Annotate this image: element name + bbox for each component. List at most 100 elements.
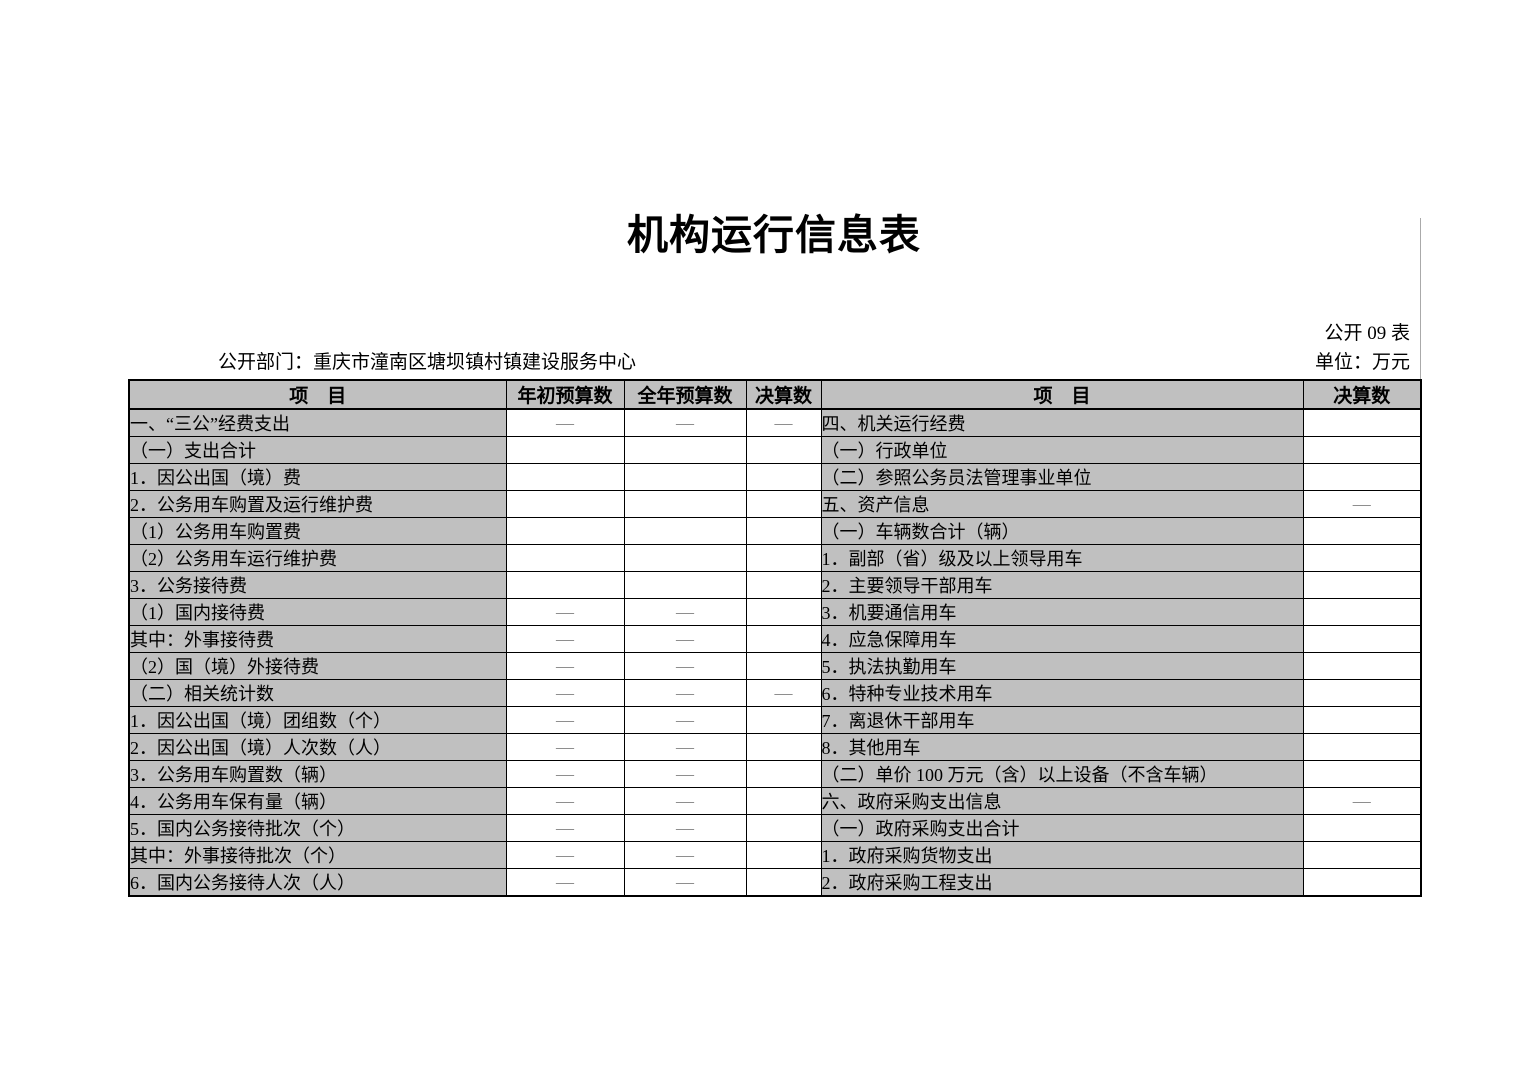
item-label-left: 其中：外事接待费 <box>128 625 507 653</box>
annual-budget-value: — <box>623 868 747 897</box>
initial-budget-value: — <box>505 787 625 815</box>
table-row: 1．因公出国（境）费 （二）参照公务员法管理事业单位 <box>128 463 1422 491</box>
final-accounts-value-right <box>1302 625 1422 653</box>
item-label-left: （1）公务用车购置费 <box>128 517 507 545</box>
table-body: 一、“三公”经费支出 — — — 四、机关运行经费 （一）支出合计 （一）行政单位 1．因公出… <box>128 408 1422 897</box>
table-row: 4．公务用车保有量（辆） — — 六、政府采购支出信息 — <box>128 787 1422 815</box>
annual-budget-value <box>623 436 747 464</box>
final-accounts-value-right <box>1302 463 1422 491</box>
table-row: 5．国内公务接待批次（个） — — （一）政府采购支出合计 <box>128 814 1422 842</box>
final-accounts-value-right <box>1302 679 1422 707</box>
item-label-right: 2．主要领导干部用车 <box>820 571 1304 599</box>
table-row: 6．国内公务接待人次（人） — —2．政府采购工程支出 <box>128 868 1422 897</box>
item-label-right: 8．其他用车 <box>820 733 1304 761</box>
initial-budget-value <box>505 463 625 491</box>
item-label-left: 一、“三公”经费支出 <box>128 408 507 437</box>
annual-budget-value: — <box>623 679 747 707</box>
header-final-accounts-left: 决算数 <box>745 379 822 410</box>
item-label-right: 1．副部（省）级及以上领导用车 <box>820 544 1304 572</box>
item-label-right: 3．机要通信用车 <box>820 598 1304 626</box>
annual-budget-value <box>623 571 747 599</box>
item-label-left: 1．因公出国（境）团组数（个） <box>128 706 507 734</box>
item-label-right: 1．政府采购货物支出 <box>820 841 1304 869</box>
initial-budget-value: — <box>505 625 625 653</box>
unit-label: 单位：万元 <box>1314 352 1410 373</box>
item-label-left: 1．因公出国（境）费 <box>128 463 507 491</box>
page-title: 机构运行信息表 <box>627 211 921 259</box>
final-accounts-value-right <box>1302 706 1422 734</box>
initial-budget-value: — <box>505 760 625 788</box>
item-label-left: 5．国内公务接待批次（个） <box>128 814 507 842</box>
header-initial-budget: 年初预算数 <box>505 379 625 410</box>
item-label-left: （一）支出合计 <box>128 436 507 464</box>
annual-budget-value: — <box>623 733 747 761</box>
annual-budget-value: — <box>623 787 747 815</box>
item-label-right: 五、资产信息 <box>820 490 1304 518</box>
item-label-left: 3．公务接待费 <box>128 571 507 599</box>
table-row: 1．因公出国（境）团组数（个） — —7．离退休干部用车 <box>128 706 1422 734</box>
final-accounts-value-right <box>1302 868 1422 897</box>
item-label-left: 4．公务用车保有量（辆） <box>128 787 507 815</box>
annual-budget-value: — <box>623 760 747 788</box>
initial-budget-value <box>505 517 625 545</box>
annual-budget-value <box>623 544 747 572</box>
table-header-row: 项 目 年初预算数 全年预算数 决算数 项 目 决算数 <box>128 379 1422 410</box>
final-accounts-value-left: — <box>745 679 822 707</box>
page-edge-line <box>1420 218 1421 379</box>
annual-budget-value: — <box>623 706 747 734</box>
initial-budget-value: — <box>505 679 625 707</box>
item-label-left: 其中：外事接待批次（个） <box>128 841 507 869</box>
item-label-left: 2．公务用车购置及运行维护费 <box>128 490 507 518</box>
item-label-left: （2）国（境）外接待费 <box>128 652 507 680</box>
annual-budget-value: — <box>623 598 747 626</box>
final-accounts-value-left <box>745 868 822 897</box>
final-accounts-value-left <box>745 787 822 815</box>
initial-budget-value: — <box>505 652 625 680</box>
table-row: （1）国内接待费 — —3．机要通信用车 <box>128 598 1422 626</box>
initial-budget-value <box>505 571 625 599</box>
item-label-right: （二）单价 100 万元（含）以上设备（不含车辆） <box>820 760 1304 788</box>
item-label-left: 6．国内公务接待人次（人） <box>128 868 507 897</box>
table-row: 3．公务接待费 2．主要领导干部用车 <box>128 571 1422 599</box>
department-label: 公开部门：重庆市潼南区塘坝镇村镇建设服务中心 <box>218 352 637 373</box>
item-label-right: 6．特种专业技术用车 <box>820 679 1304 707</box>
final-accounts-value-right <box>1302 517 1422 545</box>
table-row: 2．因公出国（境）人次数（人） — —8．其他用车 <box>128 733 1422 761</box>
item-label-right: （二）参照公务员法管理事业单位 <box>820 463 1304 491</box>
final-accounts-value-left <box>745 814 822 842</box>
final-accounts-value-left <box>745 598 822 626</box>
final-accounts-value-left <box>745 625 822 653</box>
item-label-right: 六、政府采购支出信息 <box>820 787 1304 815</box>
final-accounts-value-right <box>1302 814 1422 842</box>
header-item-left: 项 目 <box>128 379 507 410</box>
item-label-right: 四、机关运行经费 <box>820 408 1304 437</box>
item-label-right: 2．政府采购工程支出 <box>820 868 1304 897</box>
final-accounts-value-right: — <box>1302 490 1422 518</box>
initial-budget-value: — <box>505 868 625 897</box>
initial-budget-value: — <box>505 598 625 626</box>
final-accounts-value-right <box>1302 841 1422 869</box>
item-label-right: 5．执法执勤用车 <box>820 652 1304 680</box>
header-final-accounts-right: 决算数 <box>1302 379 1422 410</box>
final-accounts-value-right <box>1302 436 1422 464</box>
table-row: （二）相关统计数 — — —6．特种专业技术用车 <box>128 679 1422 707</box>
annual-budget-value <box>623 463 747 491</box>
table-row: （1）公务用车购置费 （一）车辆数合计（辆） <box>128 517 1422 545</box>
final-accounts-value-left <box>745 706 822 734</box>
table-row: （2）国（境）外接待费 — —5．执法执勤用车 <box>128 652 1422 680</box>
annual-budget-value <box>623 517 747 545</box>
initial-budget-value: — <box>505 841 625 869</box>
final-accounts-value-left <box>745 463 822 491</box>
item-label-left: 3．公务用车购置数（辆） <box>128 760 507 788</box>
initial-budget-value <box>505 490 625 518</box>
annual-budget-value: — <box>623 841 747 869</box>
final-accounts-value-left <box>745 760 822 788</box>
annual-budget-value <box>623 490 747 518</box>
initial-budget-value: — <box>505 408 625 437</box>
annual-budget-value: — <box>623 652 747 680</box>
final-accounts-value-left <box>745 490 822 518</box>
item-label-right: 7．离退休干部用车 <box>820 706 1304 734</box>
table-code: 公开 09 表 <box>1324 323 1410 344</box>
item-label-right: （一）政府采购支出合计 <box>820 814 1304 842</box>
item-label-right: （一）车辆数合计（辆） <box>820 517 1304 545</box>
